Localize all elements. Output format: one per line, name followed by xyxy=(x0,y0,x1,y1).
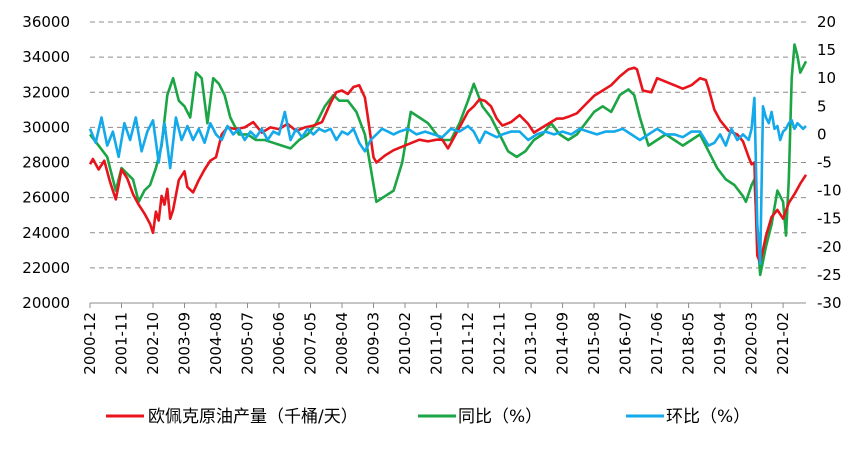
series-lines xyxy=(88,43,808,277)
left-axis: 20000 22000 24000 26000 28000 30000 32000 34000… xyxy=(22,13,70,312)
x-tick-label: 2016-07 xyxy=(617,312,635,375)
x-tick-label: 2015-08 xyxy=(585,312,603,375)
x-tick-label: 2010-02 xyxy=(396,312,414,375)
right-tick-label: 5 xyxy=(817,97,827,115)
x-tick-label: 2018-05 xyxy=(680,312,698,375)
left-tick-label: 36000 xyxy=(22,13,70,31)
right-tick-label: -5 xyxy=(817,154,832,172)
x-tick-label: 2019-04 xyxy=(711,312,729,375)
x-tick-label: 2004-08 xyxy=(207,312,225,375)
left-tick-label: 32000 xyxy=(22,83,70,101)
legend-label-1: 同比（%） xyxy=(458,407,542,427)
right-tick-label: -20 xyxy=(817,238,842,256)
left-tick-label: 34000 xyxy=(22,48,70,66)
series-line-0 xyxy=(88,66,808,264)
left-tick-label: 28000 xyxy=(22,154,70,172)
x-tick-label: 2003-09 xyxy=(176,312,194,375)
x-tick-label: 2021-02 xyxy=(774,312,792,375)
x-tick-label: 2000-12 xyxy=(81,312,99,375)
x-tick-label: 2017-06 xyxy=(648,312,666,375)
x-axis: 2000-12 2001-11 2002-10 2003-09 2004-08 2005-… xyxy=(81,302,806,375)
right-tick-label: 0 xyxy=(817,125,827,143)
legend-label-2: 环比（%） xyxy=(666,407,750,427)
legend: 欧佩克原油产量（千桶/天） 同比（%） 环比（%） xyxy=(106,407,750,427)
series-line-1 xyxy=(88,43,808,277)
left-tick-label: 30000 xyxy=(22,118,70,136)
x-tick-label: 2011-01 xyxy=(428,312,446,375)
right-tick-label: -30 xyxy=(817,294,842,312)
x-tick-label: 2009-03 xyxy=(365,312,383,375)
x-tick-label: 2005-07 xyxy=(239,312,257,375)
x-tick-label: 2006-06 xyxy=(270,312,288,375)
right-tick-label: -10 xyxy=(817,182,842,200)
x-tick-label: 2014-09 xyxy=(554,312,572,375)
series-line-2 xyxy=(88,96,807,265)
grid-lines xyxy=(90,21,806,269)
legend-label-0: 欧佩克原油产量（千桶/天） xyxy=(148,407,358,427)
right-tick-label: 20 xyxy=(817,13,836,31)
x-tick-label: 2002-10 xyxy=(144,312,162,375)
x-tick-label: 2001-11 xyxy=(113,312,131,375)
x-tick-label: 2012-11 xyxy=(491,312,509,375)
left-tick-label: 24000 xyxy=(22,224,70,242)
left-tick-label: 26000 xyxy=(22,189,70,207)
left-tick-label: 22000 xyxy=(22,259,70,277)
x-tick-label: 2020-03 xyxy=(743,312,761,375)
right-tick-label: 10 xyxy=(817,69,836,87)
right-tick-label: -15 xyxy=(817,210,842,228)
left-tick-label: 20000 xyxy=(22,294,70,312)
x-tick-label: 2008-04 xyxy=(333,312,351,375)
x-tick-label: 2007-05 xyxy=(302,312,320,375)
x-tick-label: 2013-10 xyxy=(522,312,540,375)
right-axis: -30 -25 -20 -15 -10 -5 0 5 10 15 20 xyxy=(817,13,842,312)
right-tick-label: -25 xyxy=(817,266,842,284)
x-tick-label: 2011-12 xyxy=(459,312,477,375)
right-tick-label: 15 xyxy=(817,41,836,59)
